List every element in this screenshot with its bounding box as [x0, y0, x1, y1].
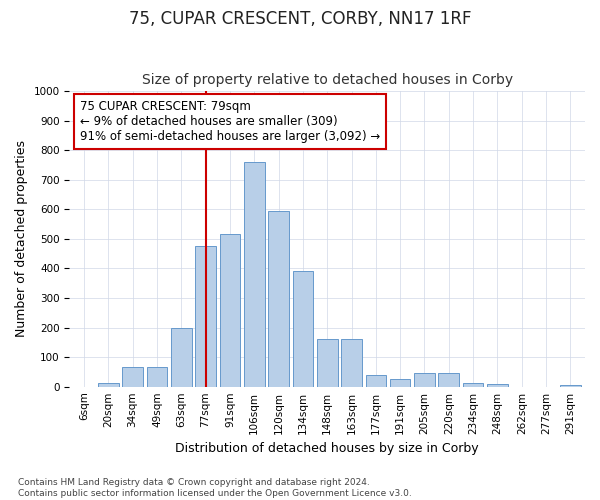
Bar — [146, 368, 167, 386]
Text: 75 CUPAR CRESCENT: 79sqm
← 9% of detached houses are smaller (309)
91% of semi-d: 75 CUPAR CRESCENT: 79sqm ← 9% of detache… — [80, 100, 380, 143]
Bar — [98, 383, 119, 386]
Bar — [268, 210, 289, 386]
Title: Size of property relative to detached houses in Corby: Size of property relative to detached ho… — [142, 73, 513, 87]
Y-axis label: Number of detached properties: Number of detached properties — [15, 140, 28, 338]
Bar — [487, 384, 508, 386]
Bar — [244, 162, 265, 386]
Bar — [122, 368, 143, 386]
Bar — [463, 383, 484, 386]
Bar — [560, 385, 581, 386]
X-axis label: Distribution of detached houses by size in Corby: Distribution of detached houses by size … — [175, 442, 479, 455]
Text: 75, CUPAR CRESCENT, CORBY, NN17 1RF: 75, CUPAR CRESCENT, CORBY, NN17 1RF — [129, 10, 471, 28]
Bar — [414, 374, 435, 386]
Text: Contains HM Land Registry data © Crown copyright and database right 2024.
Contai: Contains HM Land Registry data © Crown c… — [18, 478, 412, 498]
Bar — [220, 234, 240, 386]
Bar — [365, 375, 386, 386]
Bar — [341, 340, 362, 386]
Bar — [293, 272, 313, 386]
Bar — [317, 340, 338, 386]
Bar — [439, 374, 459, 386]
Bar — [195, 246, 216, 386]
Bar — [171, 328, 191, 386]
Bar — [390, 380, 410, 386]
